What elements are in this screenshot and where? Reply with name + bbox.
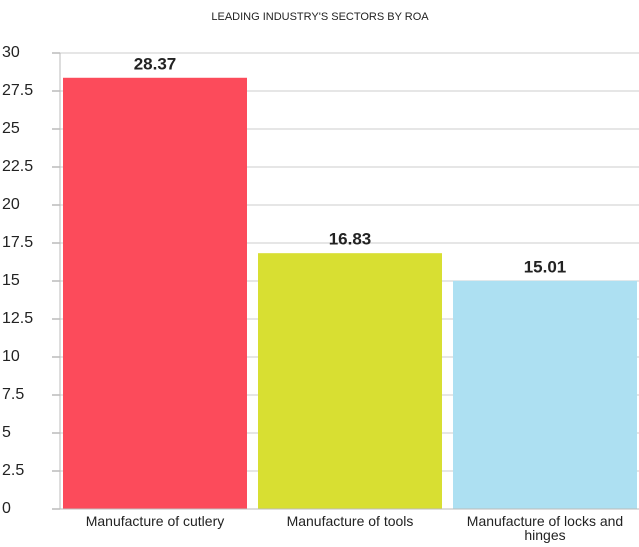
data-label: 16.83	[329, 230, 372, 249]
y-tick-label: 27.5	[2, 82, 33, 99]
y-tick-label: 22.5	[2, 158, 33, 175]
y-tick-label: 17.5	[2, 234, 33, 251]
data-label: 28.37	[134, 54, 177, 73]
y-tick-label: 7.5	[2, 386, 24, 403]
y-tick-label: 15	[2, 272, 20, 289]
y-tick-label: 2.5	[2, 462, 24, 479]
y-tick-label: 10	[2, 348, 20, 365]
y-tick-label: 12.5	[2, 310, 33, 327]
data-label: 15.01	[524, 257, 567, 276]
x-tick-label: Manufacture of tools	[286, 513, 414, 529]
x-tick-label: Manufacture of cutlery	[85, 513, 225, 529]
y-tick-label: 5	[2, 424, 11, 441]
x-tick-label: Manufacture of locks and hinges	[466, 513, 624, 543]
bar	[258, 253, 442, 509]
bar	[453, 280, 637, 509]
y-tick-label: 0	[2, 500, 11, 517]
y-tick-label: 20	[2, 196, 20, 213]
chart-title: LEADING INDUSTRY'S SECTORS BY ROA	[211, 11, 429, 23]
y-tick-label: 25	[2, 120, 20, 137]
bar	[63, 77, 247, 509]
y-tick-label: 30	[2, 44, 20, 61]
